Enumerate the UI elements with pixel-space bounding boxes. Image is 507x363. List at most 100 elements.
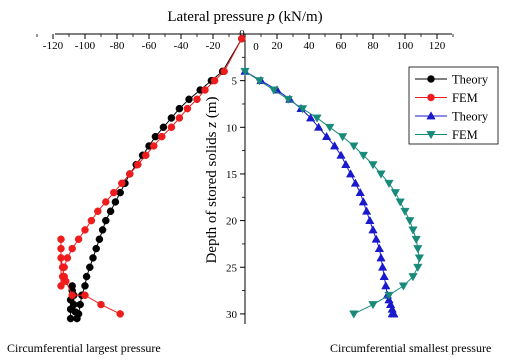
- series-3-point-24: [384, 291, 394, 300]
- legend-entries: Theory FEM Theory FEM: [415, 73, 489, 142]
- series-2-point-9: [336, 150, 346, 159]
- series-0-point-8: [151, 132, 160, 141]
- x-tick-label-11: 80: [368, 40, 380, 52]
- series-1-point-25: [57, 235, 65, 244]
- y-axis-tick-labels: 5 10 15 20 25 30: [226, 76, 238, 321]
- series-3-point-8: [349, 142, 359, 151]
- series-1-point-33: [97, 300, 105, 309]
- series-1-point-27: [57, 254, 65, 262]
- series-0-point-24: [81, 282, 89, 290]
- series-2-point-17: [368, 225, 378, 234]
- legend-label-3: FEM: [452, 128, 478, 142]
- series-3-point-12: [384, 179, 394, 188]
- series-2-point-8: [329, 141, 340, 150]
- right-caption: Circumferential smallest pressure: [330, 341, 492, 355]
- series-1-point-5: [183, 104, 192, 113]
- series-3-point-5: [312, 114, 322, 123]
- series-3-point-3: [283, 95, 293, 105]
- series-0-point-21: [89, 254, 97, 262]
- series-1-point-9: [150, 142, 158, 150]
- series-3-point-14: [395, 198, 405, 207]
- series-1-point-26: [57, 244, 65, 253]
- y-tick-label-3: 15: [226, 169, 238, 181]
- legend: Theory FEM Theory FEM: [408, 66, 499, 145]
- series-0-point-5: [175, 104, 184, 113]
- series-3: [240, 67, 425, 319]
- series-0-point-17: [102, 216, 110, 225]
- series-0-point-16: [106, 207, 115, 216]
- series-3-point-17: [408, 226, 418, 235]
- series-0-point-36: [66, 314, 75, 323]
- series-2-point-11: [345, 169, 356, 178]
- series-1-point-3: [201, 86, 209, 94]
- plot-series: [57, 34, 425, 323]
- series-1-point-1: [220, 67, 228, 76]
- y-tick-label-6: 30: [226, 309, 238, 321]
- x-axis-ticks: [36, 34, 454, 39]
- x-tick-label-2: -80: [110, 40, 125, 52]
- series-1-point-24: [57, 282, 65, 290]
- series-1-point-0: [238, 34, 246, 43]
- series-3-point-23: [398, 282, 409, 291]
- series-0-point-7: [159, 123, 168, 132]
- series-2-point-22: [379, 271, 389, 280]
- series-1-point-31: [68, 291, 76, 299]
- x-tick-label-8: 20: [272, 40, 284, 52]
- series-2-point-10: [341, 159, 351, 169]
- series-3-point-19: [413, 245, 423, 254]
- series-3-point-25: [368, 301, 378, 310]
- x-axis-tick-labels: -120 -100 -80 -60 -40 -20 00 20 40 60 80 100 120: [43, 28, 446, 53]
- y-tick-label-5: 25: [226, 262, 238, 274]
- series-3-point-10: [368, 161, 378, 170]
- series-1-point-19: [74, 235, 83, 244]
- legend-marker-2: [426, 111, 436, 120]
- series-1-point-6: [175, 114, 184, 122]
- legend-marker-3: [426, 131, 436, 140]
- series-3-point-18: [411, 235, 421, 244]
- x-tick-label-12: 100: [397, 40, 414, 52]
- series-1-point-20: [68, 244, 76, 253]
- series-3-point-22: [408, 273, 418, 282]
- series-1-point-30: [62, 277, 70, 285]
- series-3-point-13: [390, 189, 401, 198]
- series-1-point-4: [193, 95, 201, 104]
- x-tick-label-9: 40: [304, 40, 316, 52]
- series-1-point-11: [134, 160, 142, 169]
- x-axis-label: Lateral pressure p (kN/m): [167, 9, 322, 25]
- left-caption: Circumferential largest pressure: [7, 341, 161, 355]
- series-0-point-18: [98, 226, 107, 234]
- series-2-point-16: [365, 215, 375, 224]
- series-2-point-12: [350, 178, 361, 187]
- x-tick-label-10: 60: [336, 40, 348, 52]
- series-3-point-26: [349, 310, 359, 319]
- series-2: [240, 66, 399, 318]
- series-3-point-21: [413, 263, 423, 272]
- series-1-point-14: [110, 188, 118, 197]
- series-0-point-28: [73, 314, 81, 323]
- x-tick-label-0: -120: [43, 40, 64, 52]
- series-2-point-5: [305, 113, 316, 122]
- series-1-point-18: [81, 226, 89, 234]
- series-0-point-19: [95, 235, 104, 244]
- series-1-point-32: [81, 291, 89, 299]
- series-1-point-16: [94, 207, 102, 216]
- x-tick-label-7: 0: [253, 41, 259, 53]
- series-3-point-11: [376, 170, 386, 179]
- x-tick-label-3: -60: [142, 40, 157, 52]
- y-tick-label-1: 5: [232, 76, 238, 88]
- series-2-line: [244, 70, 394, 315]
- series-2-point-18: [371, 234, 381, 243]
- series-1-point-10: [142, 151, 150, 160]
- y-tick-label-4: 20: [226, 216, 238, 228]
- legend-label-0: Theory: [452, 73, 489, 87]
- series-3-point-4: [297, 105, 308, 114]
- series-2-point-7: [321, 131, 332, 141]
- series-2-point-6: [313, 122, 324, 131]
- series-3-point-1: [254, 77, 265, 86]
- series-3-point-0: [240, 67, 250, 77]
- series-0-point-23: [82, 272, 91, 281]
- series-2-point-23: [381, 281, 391, 290]
- series-3-point-16: [405, 217, 415, 226]
- series-2-point-14: [358, 197, 369, 206]
